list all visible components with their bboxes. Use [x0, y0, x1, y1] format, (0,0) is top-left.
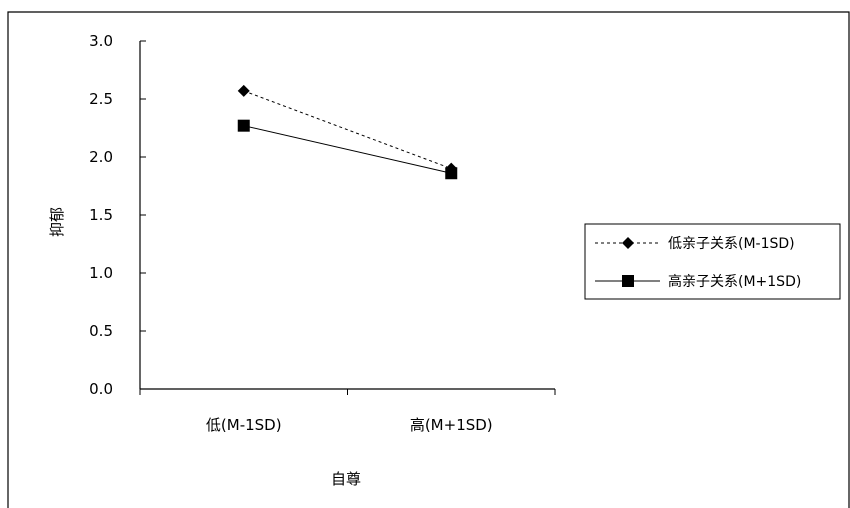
legend-label: 高亲子关系(M+1SD)	[668, 273, 801, 290]
legend-items: 低亲子关系(M-1SD) 高亲子关系(M+1SD)	[595, 236, 801, 290]
data-point	[237, 84, 250, 97]
chart-border	[7, 11, 850, 508]
y-tick-label: 2.0	[89, 148, 113, 166]
data-point	[445, 167, 458, 180]
legend-label: 低亲子关系(M-1SD)	[668, 236, 795, 252]
plot-area: 0.0 0.5 1.0 1.5 2.0 2.5 3.0 低(M-1SD) 高(M+1SD)	[89, 32, 556, 434]
y-tick-label: 1.5	[89, 206, 113, 224]
x-axis-label: 自尊	[331, 470, 361, 488]
series-line	[243, 125, 452, 174]
x-tick-label: 低(M-1SD)	[206, 416, 282, 434]
legend-item: 低亲子关系(M-1SD)	[595, 236, 795, 252]
y-tick-label: 0.0	[89, 380, 113, 398]
series-1	[237, 84, 458, 175]
y-axis-label: 抑郁	[48, 207, 66, 237]
legend-marker	[622, 275, 634, 287]
legend-marker	[622, 237, 634, 249]
series-line	[243, 90, 452, 170]
legend: 低亲子关系(M-1SD) 高亲子关系(M+1SD)	[584, 223, 841, 300]
data-point	[237, 119, 250, 132]
y-tick-label: 2.5	[89, 90, 113, 108]
series-2	[237, 119, 458, 180]
y-tick-label: 1.0	[89, 264, 113, 282]
y-tick-label: 0.5	[89, 322, 113, 340]
x-tick-label: 高(M+1SD)	[410, 416, 493, 434]
legend-item: 高亲子关系(M+1SD)	[595, 273, 801, 290]
y-tick-label: 3.0	[89, 32, 113, 50]
